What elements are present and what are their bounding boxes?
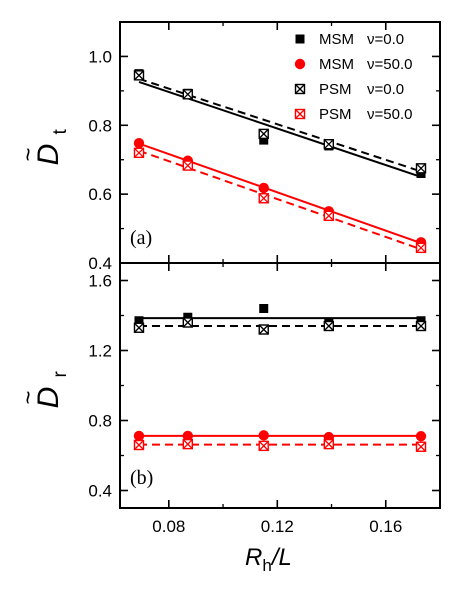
data-point bbox=[182, 160, 193, 171]
data-point bbox=[415, 242, 427, 254]
y-tick-label: 1.0 bbox=[88, 47, 112, 66]
x-tick-label: 0.16 bbox=[369, 517, 402, 536]
data-point bbox=[182, 89, 193, 100]
legend-method: MSM bbox=[319, 56, 354, 73]
data-point bbox=[133, 322, 145, 333]
legend-marker bbox=[294, 58, 306, 70]
y-tick-label: 0.8 bbox=[88, 412, 112, 431]
y-tick-label: 0.4 bbox=[88, 254, 112, 273]
x-axis-label: Rh/L bbox=[245, 544, 292, 575]
data-point bbox=[258, 440, 269, 452]
legend-entry: MSM ν=50.0 bbox=[294, 56, 412, 73]
y-axis-label-accent: ~ bbox=[15, 147, 42, 161]
x-tick-label: 0.12 bbox=[261, 517, 294, 536]
data-point bbox=[415, 320, 427, 332]
data-point bbox=[133, 147, 145, 159]
data-point bbox=[323, 438, 335, 450]
data-point bbox=[416, 316, 426, 326]
data-point bbox=[415, 441, 427, 452]
legend-marker bbox=[294, 108, 306, 120]
data-point bbox=[258, 128, 269, 140]
legend-nu: ν=0.0 bbox=[367, 81, 404, 98]
fit-line bbox=[138, 149, 422, 251]
legend-method: PSM bbox=[319, 81, 352, 98]
panel-a: 0.4 0.6 0.8 1.0 (a) ~Dt MSM ν=0.0 MSM ν=50.0 PSM ν=… bbox=[15, 21, 441, 273]
data-point bbox=[323, 210, 335, 222]
y-axis-label-main: D bbox=[32, 387, 65, 409]
data-point bbox=[323, 320, 335, 332]
data-point bbox=[415, 431, 427, 442]
data-point bbox=[415, 163, 427, 174]
legend-marker bbox=[294, 83, 306, 95]
panel-b: 0.4 0.8 1.2 1.6 0.08 0.12 0.16 (b) ~Dr Rh/L bbox=[15, 262, 441, 575]
data-point bbox=[258, 324, 269, 335]
legend-marker bbox=[295, 34, 305, 44]
data-point bbox=[183, 312, 193, 322]
data-point bbox=[258, 430, 269, 441]
data-point bbox=[182, 430, 193, 442]
y-tick-label: 1.6 bbox=[88, 272, 112, 291]
legend: MSM ν=0.0 MSM ν=50.0 PSM ν=0.0 PSM ν=50.0 bbox=[294, 31, 412, 123]
data-point bbox=[133, 439, 145, 451]
legend-entry: MSM ν=0.0 bbox=[295, 31, 404, 48]
data-point bbox=[258, 193, 269, 204]
data-point bbox=[133, 70, 145, 81]
legend-nu: ν=50.0 bbox=[367, 56, 412, 73]
data-point bbox=[259, 304, 269, 313]
data-point bbox=[259, 135, 269, 145]
y-tick-label: 1.2 bbox=[88, 342, 112, 361]
data-point bbox=[182, 438, 193, 450]
fit-line bbox=[138, 77, 422, 173]
y-axis-label: ~Dr bbox=[15, 371, 71, 409]
data-point bbox=[182, 317, 193, 328]
legend-nu: ν=50.0 bbox=[367, 106, 412, 123]
legend-method: MSM bbox=[319, 31, 354, 48]
y-axis-label-main: D bbox=[32, 144, 65, 166]
y-tick-label: 0.6 bbox=[88, 185, 112, 204]
legend-entry: PSM ν=50.0 bbox=[294, 106, 412, 123]
y-axis-label-accent: ~ bbox=[15, 390, 42, 404]
y-tick-label: 0.8 bbox=[88, 116, 112, 135]
plot-frame bbox=[119, 262, 441, 509]
panel-label: (a) bbox=[130, 227, 152, 249]
data-point bbox=[134, 316, 144, 326]
data-point bbox=[133, 137, 145, 149]
legend-nu: ν=0.0 bbox=[367, 31, 404, 48]
data-point bbox=[323, 139, 335, 150]
legend-method: PSM bbox=[319, 106, 352, 123]
data-point bbox=[133, 430, 145, 442]
legend-entry: PSM ν=0.0 bbox=[294, 81, 404, 98]
y-axis-label: ~Dt bbox=[15, 129, 71, 166]
y-axis-label-sub: r bbox=[50, 371, 71, 378]
y-tick-label: 0.4 bbox=[88, 482, 112, 501]
x-tick-label: 0.08 bbox=[152, 517, 185, 536]
panel-label: (b) bbox=[130, 467, 153, 489]
y-axis-label-sub: t bbox=[50, 129, 71, 135]
data-point bbox=[258, 182, 269, 194]
